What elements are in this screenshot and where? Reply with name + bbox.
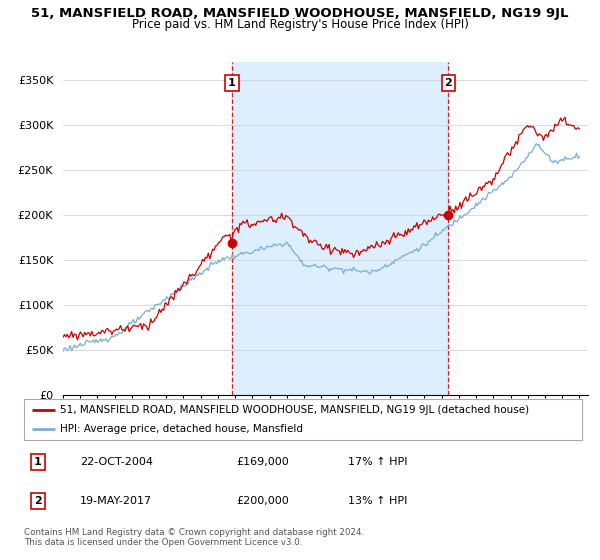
Text: HPI: Average price, detached house, Mansfield: HPI: Average price, detached house, Mans…	[60, 424, 303, 433]
Text: 1: 1	[34, 457, 42, 467]
Text: 1: 1	[228, 78, 236, 88]
Text: 22-OCT-2004: 22-OCT-2004	[80, 457, 153, 467]
Text: 2: 2	[445, 78, 452, 88]
Text: 19-MAY-2017: 19-MAY-2017	[80, 496, 152, 506]
Text: 51, MANSFIELD ROAD, MANSFIELD WOODHOUSE, MANSFIELD, NG19 9JL (detached house): 51, MANSFIELD ROAD, MANSFIELD WOODHOUSE,…	[60, 405, 529, 415]
Text: £200,000: £200,000	[236, 496, 289, 506]
Text: 17% ↑ HPI: 17% ↑ HPI	[347, 457, 407, 467]
Text: £169,000: £169,000	[236, 457, 289, 467]
Bar	[232, 62, 448, 395]
Text: 51, MANSFIELD ROAD, MANSFIELD WOODHOUSE, MANSFIELD, NG19 9JL: 51, MANSFIELD ROAD, MANSFIELD WOODHOUSE,…	[31, 7, 569, 20]
Text: Contains HM Land Registry data © Crown copyright and database right 2024.
This d: Contains HM Land Registry data © Crown c…	[24, 528, 364, 547]
Text: Price paid vs. HM Land Registry's House Price Index (HPI): Price paid vs. HM Land Registry's House …	[131, 18, 469, 31]
Text: 2: 2	[34, 496, 42, 506]
Text: 13% ↑ HPI: 13% ↑ HPI	[347, 496, 407, 506]
